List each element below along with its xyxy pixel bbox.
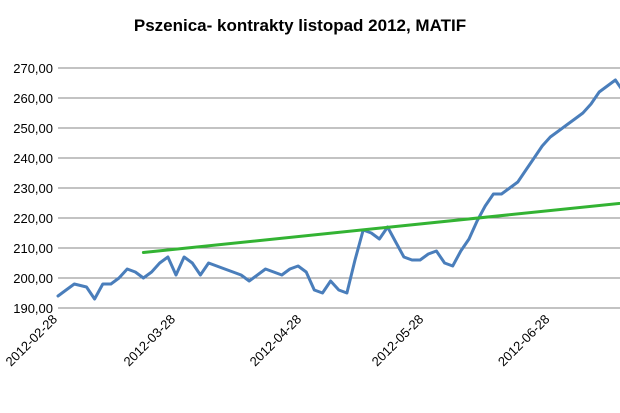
y-tick-label: 240,00 (13, 151, 53, 166)
x-tick-label: 2012-06-28 (495, 312, 553, 370)
y-tick-label: 250,00 (13, 121, 53, 136)
y-axis-ticks: 190,00 200,00 210,00 220,00 230,00 240,00 250,… (13, 61, 53, 316)
x-axis-ticks: 2012-02-28 2012-03-28 2012-04-28 2012-05-28… (2, 312, 620, 370)
chart-title: Pszenica- kontrakty listopad 2012, MATIF (134, 16, 466, 35)
y-tick-label: 270,00 (13, 61, 53, 76)
trend-series-line (141, 201, 620, 254)
series-group (56, 78, 620, 301)
y-tick-label: 190,00 (13, 301, 53, 316)
x-tick-label: 2012-02-28 (2, 312, 60, 370)
x-tick-label: 2012-04-28 (247, 312, 305, 370)
price-series-line (56, 78, 620, 301)
y-tick-label: 200,00 (13, 271, 53, 286)
x-tick-label: 2012-03-28 (120, 312, 178, 370)
gridlines (58, 67, 620, 309)
y-tick-label: 230,00 (13, 181, 53, 196)
y-tick-label: 210,00 (13, 241, 53, 256)
y-tick-label: 220,00 (13, 211, 53, 226)
x-tick-label: 2012-05-28 (369, 312, 427, 370)
y-tick-label: 260,00 (13, 91, 53, 106)
